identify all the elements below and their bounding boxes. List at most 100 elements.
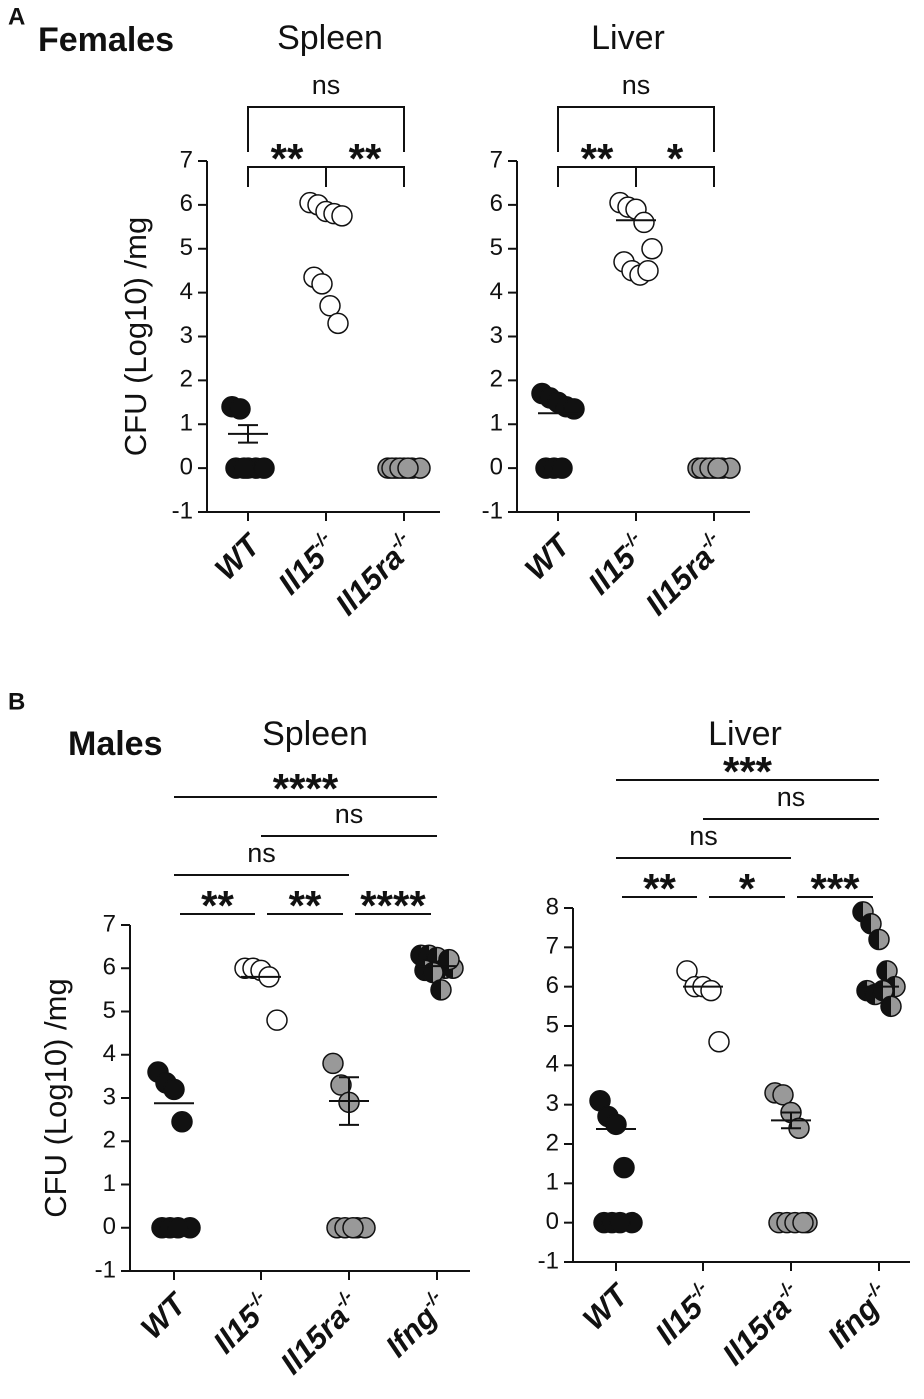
- y-tick-label: 4: [546, 1051, 559, 1078]
- x-tick-label: Ifng-/-: [820, 1277, 898, 1355]
- data-point: [331, 205, 353, 227]
- data-point: [708, 1030, 730, 1053]
- error-bar: [238, 424, 258, 444]
- significance-label: ***: [810, 865, 860, 912]
- y-tick-label: 7: [546, 933, 559, 960]
- data-point: [422, 961, 444, 984]
- data-point: [342, 1217, 364, 1239]
- y-tick-label: 2: [490, 366, 503, 393]
- data-point: [430, 979, 452, 1001]
- y-tick-label: 4: [490, 278, 503, 305]
- x-tick-label: Il15ra-/-: [328, 527, 423, 622]
- significance-label: ns: [312, 70, 341, 100]
- significance-label: **: [289, 882, 322, 929]
- error-bar: [339, 1076, 359, 1126]
- significance-label: *: [739, 865, 756, 912]
- significance-label: **: [581, 135, 614, 182]
- y-tick-label: 0: [490, 453, 503, 480]
- y-tick-label: -1: [538, 1247, 559, 1274]
- y-axis-label: CFU (Log10) /mg: [118, 217, 153, 456]
- data-point: [772, 1084, 794, 1106]
- y-tick-label: 5: [180, 234, 193, 261]
- category-name: WT: [134, 1285, 195, 1346]
- chart-title: Liver: [591, 19, 665, 57]
- x-tick-label: Il15ra-/-: [715, 1277, 810, 1372]
- y-tick-label: -1: [172, 497, 193, 524]
- data-point: [605, 1113, 627, 1136]
- data-point: [167, 1217, 189, 1239]
- data-point: [233, 457, 255, 479]
- y-tick-label: 5: [103, 997, 116, 1024]
- y-tick-label: 0: [180, 453, 193, 480]
- y-tick-label: 6: [180, 190, 193, 217]
- y-tick-label: 2: [180, 366, 193, 393]
- data-point: [253, 457, 275, 479]
- significance-bracket: [557, 106, 715, 152]
- significance-label: ns: [689, 821, 718, 851]
- significance-label: ***: [723, 748, 773, 795]
- significance-label: **: [643, 865, 676, 912]
- significance-label: **: [271, 135, 304, 182]
- panel-title: Males: [68, 725, 163, 763]
- y-tick-label: 5: [490, 234, 503, 261]
- y-tick-label: -1: [482, 497, 503, 524]
- y-axis-label: CFU (Log10) /mg: [38, 978, 73, 1217]
- y-tick-label: 6: [103, 954, 116, 981]
- x-tick-label: Il15-/-: [270, 527, 344, 601]
- data-point: [868, 928, 890, 951]
- y-tick-label: 6: [490, 190, 503, 217]
- data-point: [700, 979, 722, 1002]
- x-tick-label: WT: [518, 526, 579, 587]
- y-tick-label: 2: [103, 1127, 116, 1154]
- y-tick-label: 4: [180, 278, 193, 305]
- y-tick-label: 1: [490, 410, 503, 437]
- y-tick-label: 3: [546, 1090, 559, 1117]
- data-point: [613, 1156, 635, 1179]
- significance-label: *: [667, 135, 684, 182]
- data-point: [319, 295, 341, 317]
- panel-title: Females: [38, 21, 174, 59]
- significance-bracket: [325, 166, 405, 187]
- x-tick-label: Ifng-/-: [378, 1286, 456, 1364]
- category-name: WT: [576, 1276, 637, 1337]
- data-point: [633, 211, 655, 234]
- significance-label: **: [201, 882, 234, 929]
- x-tick-label: WT: [208, 526, 269, 587]
- x-tick-label: Il15ra-/-: [638, 527, 733, 622]
- significance-bracket: [635, 166, 715, 187]
- data-point: [438, 948, 460, 971]
- y-tick-label: 8: [546, 893, 559, 920]
- x-tick-label: Il15-/-: [580, 527, 654, 601]
- data-point: [551, 457, 573, 479]
- y-tick-label: 1: [546, 1169, 559, 1196]
- chart-title: Spleen: [262, 715, 368, 753]
- data-point: [792, 1211, 814, 1234]
- x-tick-label: WT: [134, 1285, 195, 1346]
- data-point: [322, 1052, 344, 1075]
- y-tick-label: -1: [95, 1256, 116, 1283]
- y-tick-label: 3: [103, 1083, 116, 1110]
- data-point: [171, 1111, 193, 1133]
- chart-title: Spleen: [277, 19, 383, 57]
- data-point: [163, 1078, 185, 1101]
- significance-label: ****: [360, 882, 426, 929]
- significance-bracket: [247, 106, 405, 152]
- y-tick-label: 1: [103, 1170, 116, 1197]
- significance-label: ****: [273, 765, 339, 812]
- significance-label: ns: [622, 70, 651, 100]
- data-point: [880, 995, 902, 1018]
- x-tick-label: Il15-/-: [647, 1277, 721, 1351]
- data-point: [397, 457, 419, 479]
- category-name: WT: [208, 526, 269, 587]
- y-tick-label: 7: [103, 910, 116, 937]
- panel-letter: B: [8, 688, 25, 715]
- data-point: [229, 398, 251, 420]
- y-tick-label: 7: [180, 146, 193, 173]
- significance-label: ns: [777, 782, 806, 812]
- data-point: [311, 273, 333, 295]
- data-point: [327, 312, 349, 335]
- y-tick-label: 6: [546, 972, 559, 999]
- y-tick-label: 0: [546, 1208, 559, 1235]
- panel-letter: A: [8, 3, 25, 30]
